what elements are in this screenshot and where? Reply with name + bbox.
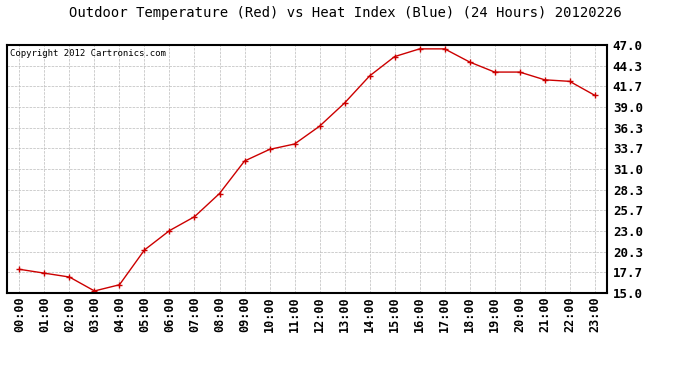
Text: Outdoor Temperature (Red) vs Heat Index (Blue) (24 Hours) 20120226: Outdoor Temperature (Red) vs Heat Index … [68,6,622,20]
Text: Copyright 2012 Cartronics.com: Copyright 2012 Cartronics.com [10,49,166,58]
